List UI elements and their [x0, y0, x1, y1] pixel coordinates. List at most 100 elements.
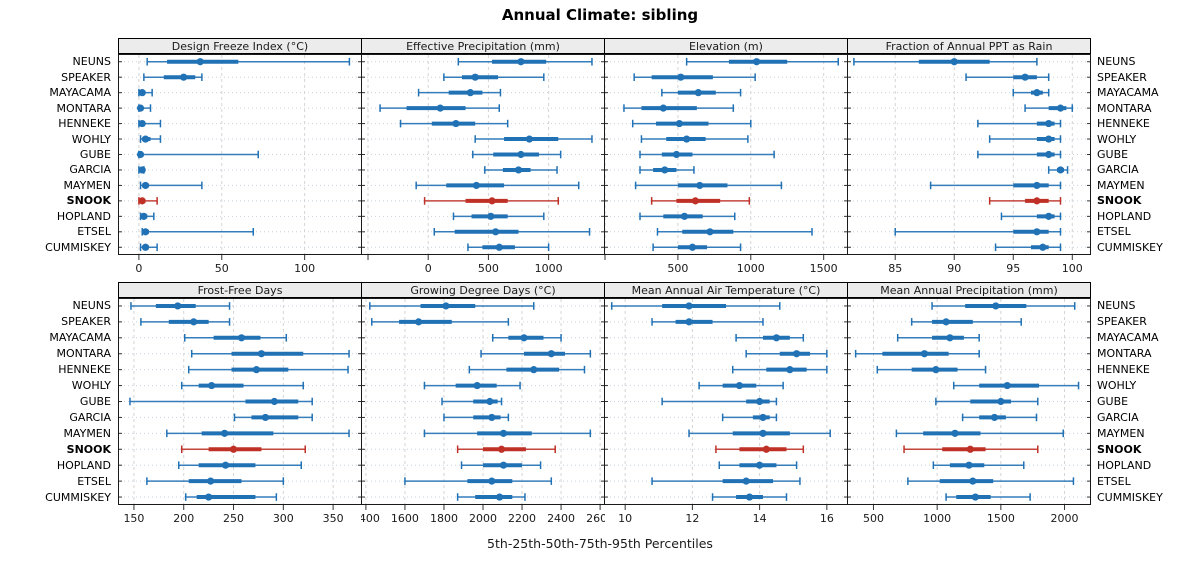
site-label-left: WOHLY	[71, 133, 111, 146]
x-tick-label: 12	[685, 512, 699, 525]
site-label-right: SPEAKER	[1097, 315, 1147, 328]
site-label-left: WOHLY	[71, 379, 111, 392]
site-label-right: SPEAKER	[1097, 71, 1147, 84]
x-tick-label: 2600	[586, 512, 605, 525]
panel-plot: 85 90 95 100	[847, 54, 1091, 275]
x-tick-label: 1000	[737, 262, 765, 275]
x-tick-label: 90	[947, 262, 961, 275]
panel-plot: 500 1000 1500 2000	[847, 298, 1091, 525]
panel-strip-title: Mean Annual Air Temperature (°C)	[604, 282, 848, 298]
x-tick-label: 2000	[469, 512, 497, 525]
site-label-left: HOPLAND	[56, 459, 111, 472]
site-label-right: GUBE	[1097, 148, 1129, 161]
site-label-left: MONTARA	[56, 102, 112, 115]
x-tick-label: 0	[135, 262, 142, 275]
x-tick-label: 500	[667, 262, 688, 275]
site-label-left: SNOOK	[66, 194, 111, 207]
x-tick-label: 200	[173, 512, 194, 525]
panel-strip-title: Effective Precipitation (mm)	[361, 38, 605, 54]
site-label-right: NEUNS	[1097, 55, 1136, 68]
x-tick-label: 500	[478, 262, 499, 275]
site-label-left: MAYMEN	[63, 427, 111, 440]
x-tick-label: 2400	[547, 512, 575, 525]
x-tick-label: 300	[273, 512, 294, 525]
site-label-right: SNOOK	[1097, 194, 1142, 207]
panel-strip-title: Growing Degree Days (°C)	[361, 282, 605, 298]
site-label-left: HENNEKE	[58, 117, 111, 130]
site-label-right: HENNEKE	[1097, 117, 1150, 130]
panel-plot: 500 1000 1500	[604, 54, 848, 275]
site-label-left: SNOOK	[66, 443, 111, 456]
panel-strip-title: Design Freeze Index (°C)	[118, 38, 362, 54]
x-tick-label: 85	[888, 262, 902, 275]
site-label-right: MAYACAMA	[1097, 86, 1159, 99]
chart-title: Annual Climate: sibling	[501, 6, 699, 24]
x-tick-label: 250	[223, 512, 244, 525]
panel-plot: 150 200 250 300 350	[118, 298, 362, 525]
site-label-left: SPEAKER	[61, 315, 111, 328]
site-label-right: GARCIA	[1097, 411, 1139, 424]
panel-strip-title: Frost-Free Days	[118, 282, 362, 298]
site-label-left: GUBE	[79, 395, 111, 408]
site-label-left: GARCIA	[69, 411, 111, 424]
percentiles-caption: 5th-25th-50th-75th-95th Percentiles	[487, 536, 713, 551]
x-tick-label: 1500	[810, 262, 838, 275]
x-tick-label: 10	[618, 512, 632, 525]
panel-plot: 10 12 14 16	[604, 298, 848, 525]
site-label-right: CUMMISKEY	[1097, 241, 1163, 254]
x-tick-label: 350	[323, 512, 344, 525]
site-label-right: WOHLY	[1097, 133, 1137, 146]
panel-strip-title: Fraction of Annual PPT as Rain	[847, 38, 1091, 54]
site-label-left: CUMMISKEY	[45, 241, 111, 254]
panel-plot: 0 500 1000	[361, 54, 605, 275]
x-tick-label: 1000	[535, 262, 563, 275]
site-label-left: HOPLAND	[56, 210, 111, 223]
x-tick-label: 1800	[430, 512, 458, 525]
site-label-left: NEUNS	[72, 299, 111, 312]
x-tick-label: 0	[425, 262, 432, 275]
x-tick-label: 14	[753, 512, 767, 525]
site-label-right: ETSEL	[1097, 475, 1131, 488]
x-tick-label: 2200	[508, 512, 536, 525]
site-label-left: GUBE	[79, 148, 111, 161]
site-label-right: GARCIA	[1097, 163, 1139, 176]
site-label-right: MONTARA	[1097, 102, 1152, 115]
panel-plot: 1400 1600 1800 2000 2200 2400 2600	[361, 298, 605, 525]
site-label-left: ETSEL	[77, 225, 111, 238]
site-label-right: MONTARA	[1097, 347, 1152, 360]
x-tick-label: 1400	[361, 512, 380, 525]
site-label-right: NEUNS	[1097, 299, 1136, 312]
x-tick-label: 1600	[391, 512, 419, 525]
x-tick-label: 1500	[987, 512, 1015, 525]
site-label-right: HOPLAND	[1097, 459, 1152, 472]
site-label-left: CUMMISKEY	[45, 491, 111, 504]
site-label-right: GUBE	[1097, 395, 1129, 408]
site-label-left: MAYMEN	[63, 179, 111, 192]
site-label-right: SNOOK	[1097, 443, 1142, 456]
site-label-right: CUMMISKEY	[1097, 491, 1163, 504]
site-label-right: ETSEL	[1097, 225, 1131, 238]
x-tick-label: 50	[215, 262, 229, 275]
x-tick-label: 500	[863, 512, 884, 525]
panel-plot: 0 50 100	[118, 54, 362, 275]
site-label-left: ETSEL	[77, 475, 111, 488]
site-label-right: WOHLY	[1097, 379, 1137, 392]
site-label-left: GARCIA	[69, 163, 111, 176]
x-tick-label: 16	[820, 512, 834, 525]
site-label-left: SPEAKER	[61, 71, 111, 84]
panel-strip-title: Elevation (m)	[604, 38, 848, 54]
x-tick-label: 100	[294, 262, 315, 275]
site-label-left: NEUNS	[72, 55, 111, 68]
x-tick-label: 100	[1062, 262, 1083, 275]
site-label-right: HOPLAND	[1097, 210, 1152, 223]
site-label-right: MAYACAMA	[1097, 331, 1159, 344]
site-label-left: HENNEKE	[58, 363, 111, 376]
site-label-right: MAYMEN	[1097, 179, 1145, 192]
site-label-left: MAYACAMA	[49, 86, 111, 99]
x-tick-label: 2000	[1051, 512, 1079, 525]
site-label-right: MAYMEN	[1097, 427, 1145, 440]
x-tick-label: 1000	[923, 512, 951, 525]
site-label-left: MAYACAMA	[49, 331, 111, 344]
site-label-left: MONTARA	[56, 347, 112, 360]
